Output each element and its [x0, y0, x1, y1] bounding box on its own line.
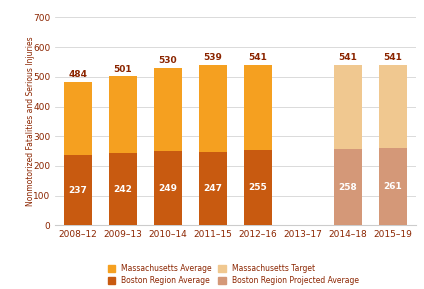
Bar — [64, 155, 92, 225]
Text: 258: 258 — [339, 183, 357, 192]
Text: 255: 255 — [248, 183, 267, 192]
Text: 261: 261 — [384, 182, 402, 191]
Text: 247: 247 — [203, 184, 222, 193]
Bar — [199, 65, 227, 152]
Text: 541: 541 — [338, 53, 357, 62]
Bar — [334, 65, 362, 149]
Legend: Massachusetts Average, Boston Region Average, Massachusetts Target, Boston Regio: Massachusetts Average, Boston Region Ave… — [108, 264, 359, 285]
Text: 237: 237 — [68, 186, 87, 195]
Text: 484: 484 — [68, 70, 87, 79]
Text: 242: 242 — [113, 185, 132, 194]
Bar — [64, 81, 92, 155]
Bar — [244, 150, 272, 225]
Bar — [154, 151, 182, 225]
Bar — [379, 65, 407, 148]
Bar — [199, 152, 227, 225]
Bar — [109, 153, 137, 225]
Text: 541: 541 — [384, 53, 402, 62]
Text: 249: 249 — [158, 184, 177, 193]
Text: 539: 539 — [204, 53, 222, 62]
Bar — [109, 77, 137, 153]
Bar — [379, 148, 407, 225]
Bar — [154, 68, 182, 151]
Text: 501: 501 — [113, 64, 132, 73]
Bar — [244, 65, 272, 150]
Bar — [334, 149, 362, 225]
Text: 541: 541 — [248, 53, 267, 62]
Text: 530: 530 — [159, 56, 177, 65]
Y-axis label: Nonmotorized Fatalities and Serious Injuries: Nonmotorized Fatalities and Serious Inju… — [26, 37, 35, 206]
